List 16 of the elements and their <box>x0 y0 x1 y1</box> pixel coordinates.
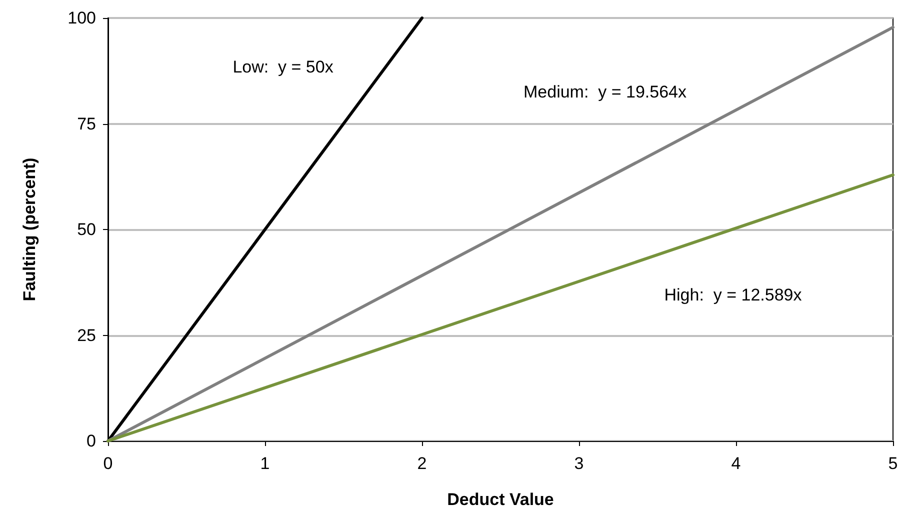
annotation: Low: y = 50x <box>232 58 334 76</box>
x-tick-label: 0 <box>103 454 113 473</box>
y-tick-label: 50 <box>77 220 96 239</box>
x-tick-label: 4 <box>731 454 741 473</box>
y-tick-label: 0 <box>86 432 96 450</box>
y-tick-label: 75 <box>77 114 96 134</box>
annotation: High: y = 12.589x <box>664 286 802 304</box>
annotation: Medium: y = 19.564x <box>523 82 687 102</box>
y-axis-title: Faulting (percent) <box>20 158 39 302</box>
y-tick-label: 100 <box>68 8 96 28</box>
y-tick-label: 25 <box>77 326 96 345</box>
x-tick-label: 5 <box>888 454 898 473</box>
x-tick-label: 3 <box>574 454 584 473</box>
x-axis-title: Deduct Value <box>447 490 554 509</box>
x-tick-label: 1 <box>260 454 270 473</box>
x-tick-label: 2 <box>417 454 427 473</box>
